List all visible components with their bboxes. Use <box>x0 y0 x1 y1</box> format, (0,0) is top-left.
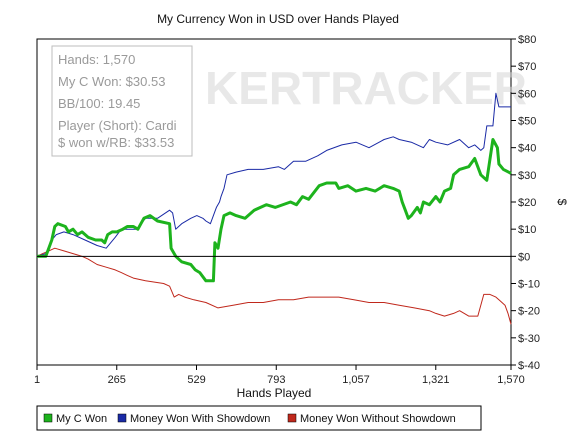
legend-swatch-with-showdown <box>117 413 127 423</box>
series-group <box>36 92 512 325</box>
y-tick-label: $-40 <box>518 360 540 372</box>
series-line-money-won-without-showdown <box>36 247 512 325</box>
chart-title: My Currency Won in USD over Hands Played <box>157 12 399 26</box>
legend-swatch-without-showdown <box>287 413 297 423</box>
info-bb-100: BB/100: 19.45 <box>58 96 140 111</box>
x-axis: 1 265 529 793 1,057 1,321 1,570 <box>34 365 525 386</box>
y-tick-label: $10 <box>518 224 536 236</box>
y-tick-label: $60 <box>518 88 536 100</box>
y-tick-label: $0 <box>518 251 530 263</box>
legend-swatch-my-c-won <box>43 413 53 423</box>
y-tick-label: $80 <box>518 34 536 46</box>
info-hands: Hands: 1,570 <box>58 52 135 67</box>
x-tick-label: 1,570 <box>497 374 525 386</box>
y-tick-label: $40 <box>518 143 536 155</box>
x-tick-label: 793 <box>267 374 285 386</box>
x-tick-label: 1 <box>34 374 40 386</box>
info-box: Hands: 1,570 My C Won: $30.53 BB/100: 19… <box>51 45 193 157</box>
info-won-with-rb: $ won w/RB: $33.53 <box>58 135 174 150</box>
y-tick-label: $-30 <box>518 333 540 345</box>
y-tick-label: $-20 <box>518 306 540 318</box>
x-tick-label: 1,057 <box>342 374 370 386</box>
x-tick-label: 529 <box>187 374 205 386</box>
y-tick-label: $-10 <box>518 279 540 291</box>
y-tick-label: $70 <box>518 61 536 73</box>
legend: My C Won Money Won With Showdown Money W… <box>36 405 482 431</box>
x-tick-label: 1,321 <box>422 374 450 386</box>
info-my-c-won: My C Won: $30.53 <box>58 74 165 89</box>
y-tick-label: $50 <box>518 116 536 128</box>
legend-label-without-showdown: Money Won Without Showdown <box>300 413 456 425</box>
y-axis-title: $ <box>555 199 569 206</box>
y-tick-label: $20 <box>518 197 536 209</box>
legend-label-with-showdown: Money Won With Showdown <box>130 413 270 425</box>
legend-frame <box>36 405 482 431</box>
y-tick-label: $30 <box>518 170 536 182</box>
legend-label-my-c-won: My C Won <box>56 413 107 425</box>
watermark: KERTRACKER <box>205 62 527 114</box>
series-line-my-c-won <box>37 138 512 283</box>
info-box-frame <box>51 45 193 157</box>
x-tick-label: 265 <box>108 374 126 386</box>
info-player: Player (Short): Cardi <box>58 118 177 133</box>
y-axis: $80 $70 $60 $50 $40 $30 $20 $10 $0 $-10 $-20 $-30 $-… <box>511 34 540 372</box>
x-axis-title: Hands Played <box>237 386 312 400</box>
